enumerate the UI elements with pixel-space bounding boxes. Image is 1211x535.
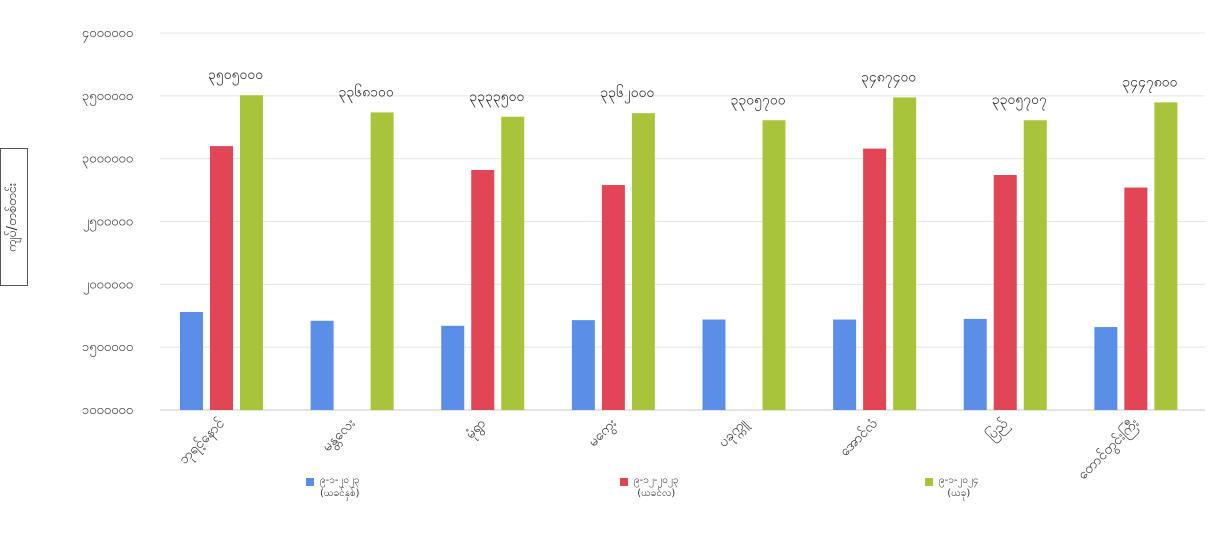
x-tick-label: အောင်လံ <box>837 416 881 460</box>
bar <box>601 185 625 410</box>
bar <box>863 148 887 410</box>
data-label: ၃၃၀၅၇၀၇ <box>992 92 1047 110</box>
bar <box>571 320 595 410</box>
bar <box>762 120 786 410</box>
bar <box>441 325 465 410</box>
legend-swatch-previous-year <box>306 478 314 486</box>
bar <box>993 175 1017 410</box>
bar <box>1124 187 1148 410</box>
bar <box>1154 102 1178 411</box>
y-tick-label: ၃၅၀၀၀၀၀ <box>82 89 133 106</box>
x-tick-label: ပခုက္ကူ <box>715 416 751 452</box>
legend-item-previous-month: ၉-၁၂-၂၀၂၃ (ယခင်လ) <box>620 474 678 500</box>
bar <box>370 112 394 411</box>
x-tick-label: တောင်တွင်းကြီး <box>1074 414 1144 484</box>
bar <box>471 169 495 410</box>
bar <box>833 319 857 410</box>
x-tick-label: မန္တလေး <box>319 415 360 456</box>
data-label: ၃၃၆၈၁၀၀ <box>339 84 394 102</box>
legend-sublabel-current: (ယခု) <box>947 488 971 499</box>
bar <box>210 146 233 410</box>
y-tick-label: ၂၀၀၀၀၀၀ <box>83 277 133 294</box>
y-tick-label: ၁၀၀၀၀၀၀ <box>82 403 133 418</box>
bar <box>180 311 203 410</box>
y-tick-label: ၁၅၀၀၀၀၀ <box>82 340 133 357</box>
x-tick-label: မုံရွာ <box>462 416 490 444</box>
legend-sublabel-previous-year: (ယခင်နှစ်) <box>320 488 360 499</box>
legend-label-previous-month: ၉-၁၂-၂၀၂၃ <box>634 475 679 486</box>
legend-swatch-previous-month <box>620 478 628 486</box>
bar <box>702 319 726 410</box>
legend-swatch-current <box>925 478 933 486</box>
y-tick-label: ၃၀၀၀၀၀၀ <box>82 152 133 169</box>
bar <box>631 113 655 411</box>
data-label: ၃၃၀၅၇၀၀ <box>730 92 785 110</box>
bar <box>310 320 334 410</box>
legend-label-previous-year: ၉-၁-၂၀၂၃ <box>320 475 360 486</box>
legend-sublabel-previous-month: (ယခင်လ) <box>637 488 676 499</box>
y-axis-title: ကျပ်/တစ်တင်း <box>5 182 21 252</box>
data-label: ၃၅၀၅၀၀၀ <box>208 67 263 85</box>
bar <box>501 116 525 410</box>
bar <box>240 95 263 410</box>
y-tick-label: ၄၀၀၀၀၀၀ <box>82 26 133 43</box>
bar <box>1023 120 1047 411</box>
data-label: ၃၃၃၃၅၀၀ <box>469 89 524 107</box>
legend-label-current: ၉-၁-၂၀၂၄ <box>939 475 979 486</box>
legend-item-current: ၉-၁-၂၀၂၄ (ယခု) <box>925 474 979 500</box>
data-label: ၃၄၈၇၄၀၀ <box>861 69 916 87</box>
legend-item-previous-year: ၉-၁-၂၀၂၃ (ယခင်နှစ်) <box>306 474 360 500</box>
x-tick-label: ဘုရင့်နောင် <box>176 415 230 469</box>
y-axis-title-box: ကျပ်/တစ်တင်း <box>0 148 28 286</box>
data-label: ၃၃၆၂၀၀၀ <box>600 85 654 103</box>
bar <box>1094 327 1118 410</box>
data-label: ၃၄၄၇၈၀၀ <box>1122 74 1177 92</box>
y-tick-label: ၂၅၀၀၀၀၀ <box>83 215 133 232</box>
x-tick-label: ပြည် <box>983 415 1013 445</box>
bar <box>893 97 917 410</box>
bar <box>963 318 987 410</box>
x-tick-label: မကွေး <box>585 415 621 451</box>
